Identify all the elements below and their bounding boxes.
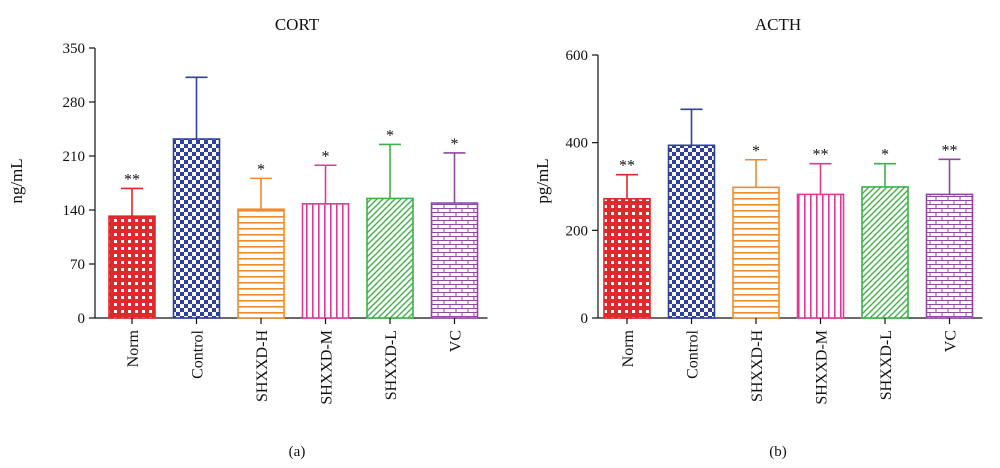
significance-label: ** [813,147,829,164]
y-tick-label: 200 [566,223,589,239]
y-tick-label: 0 [581,311,589,327]
bar-shxxd-h [732,186,780,319]
significance-label: ** [942,142,958,159]
y-tick-label: 70 [70,257,85,273]
significance-label: * [322,148,330,165]
y-tick-label: 210 [63,149,86,165]
y-tick-label: 600 [566,48,589,64]
bar-shxxd-m [301,203,350,319]
x-tick-label: Control [190,329,207,378]
y-tick-label: 280 [63,95,86,111]
x-tick-label: VC [448,330,465,352]
x-tick-label: SHXXD-H [749,330,766,402]
y-tick-label: 140 [63,203,86,219]
x-tick-label: Norm [125,329,142,367]
x-tick-label: SHXXD-L [878,330,895,400]
bar-vc [430,202,479,319]
x-tick-label: SHXXD-M [814,330,831,405]
significance-label: ** [124,171,140,188]
significance-label: ** [619,158,635,175]
x-tick-label: SHXXD-H [254,330,271,402]
y-tick-label: 0 [78,311,86,327]
y-tick-label: 350 [63,41,86,57]
significance-label: * [752,143,760,160]
bar-vc [925,193,974,319]
chart-title: ACTH [755,15,801,34]
bar-control [667,144,716,319]
bar-shxxd-h [237,208,285,319]
chart-title: CORT [275,15,320,34]
bar-norm [603,197,651,319]
y-axis-label: pg/mL [533,158,552,203]
x-tick-label: SHXXD-M [319,330,336,405]
significance-label: * [881,147,889,164]
bar-shxxd-l [861,186,909,319]
bar-shxxd-m [796,193,845,319]
bar-control [172,138,221,319]
x-tick-label: SHXXD-L [383,330,400,400]
panel-label: (a) [289,444,306,460]
significance-label: * [386,127,394,144]
x-tick-label: VC [943,330,960,352]
y-axis-label: ng/mL [7,158,26,203]
bar-shxxd-l [366,197,414,319]
y-tick-label: 400 [566,136,589,152]
significance-label: * [257,161,265,178]
x-tick-label: Control [685,329,702,378]
chart-panel-acth: ACTH pg/mL (b) 0 200 400 600 ** Norm Control * S… [533,15,983,460]
x-tick-label: Norm [620,329,637,367]
panel-label: (b) [769,444,787,460]
plot-area: 0 200 400 600 ** Norm Control * SHXXD-H ** SHXXD-M… [566,48,983,405]
bar-norm [108,215,156,319]
significance-label: * [451,136,459,153]
